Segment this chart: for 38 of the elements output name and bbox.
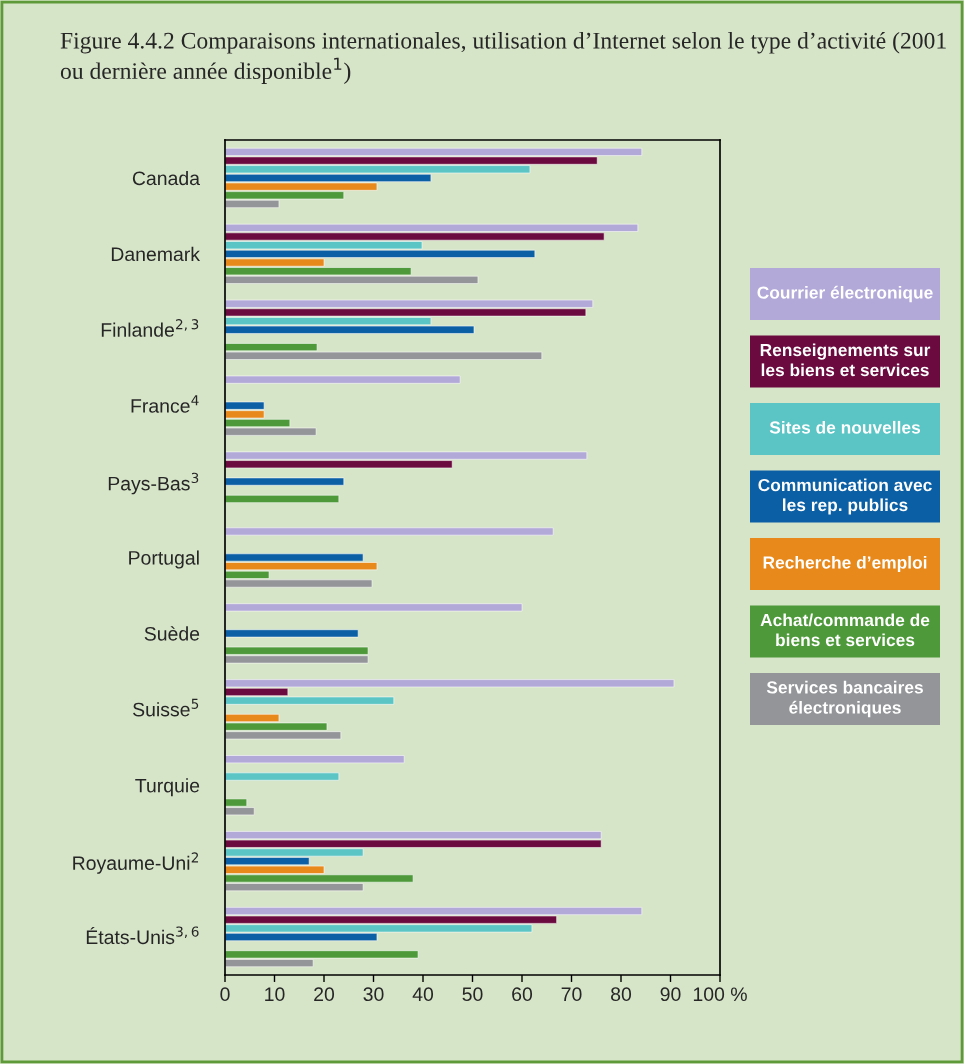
y-tick-label: Suisse$^{5}$ [133, 698, 199, 717]
x-tick-label: 60 [512, 987, 533, 1002]
bar [225, 375, 461, 384]
bar [225, 603, 523, 612]
y-tick-label: États-Unis$^{3,6}$ [86, 926, 199, 945]
y-tick-label: Canada [132, 170, 200, 186]
x-tick-label: 100 % [693, 987, 747, 1002]
text: Achat/commande de biens et services [760, 613, 930, 647]
x-tick-label: 20 [314, 987, 335, 1002]
x-tick-label: 90 [660, 987, 681, 1002]
x-tick-label: 50 [462, 987, 483, 1002]
x-tick-label: 0 [220, 987, 230, 1002]
y-tick-label: Danemark [111, 246, 201, 262]
y-tick-label: Turquie [135, 778, 200, 797]
y-tick-label: Suède [144, 626, 200, 641]
chart-title: Figure 4.4.2 Comparaisons internationales, utilisation d’Internet selon le type d’activité (2001 ou dernière année disponible$^{1}$) [60, 32, 946, 84]
x-tick-label: 80 [611, 987, 632, 1002]
text: Renseignements sur les biens et services [760, 343, 931, 377]
x-tick-label: 70 [561, 987, 582, 1002]
x-tick-label: 40 [412, 987, 434, 1002]
y-tick-label: France$^{4}$ [131, 395, 199, 413]
bar [225, 494, 340, 503]
text: Communication avec les rep. publics [758, 478, 932, 515]
x-tick-label: 30 [363, 987, 384, 1002]
x-tick-label: 10 [265, 987, 285, 1002]
y-tick-label: Royaume-Uni$^{2}$ [73, 852, 199, 874]
y-tick-label: Portugal [129, 550, 199, 569]
text: Sites de nouvelles [769, 420, 921, 434]
bar [225, 527, 554, 536]
bar [225, 477, 345, 486]
text: Recherche d’emploi [763, 555, 927, 573]
y-tick-label: Finlande$^{2,3}$ [101, 319, 199, 337]
y-tick-label: Pays-Bas$^{3}$ [108, 472, 199, 495]
bar [225, 629, 359, 638]
bar [225, 772, 340, 781]
text: Courrier électronique [757, 285, 933, 303]
text: Services bancaires électroniques [766, 680, 923, 718]
bar [225, 755, 405, 764]
